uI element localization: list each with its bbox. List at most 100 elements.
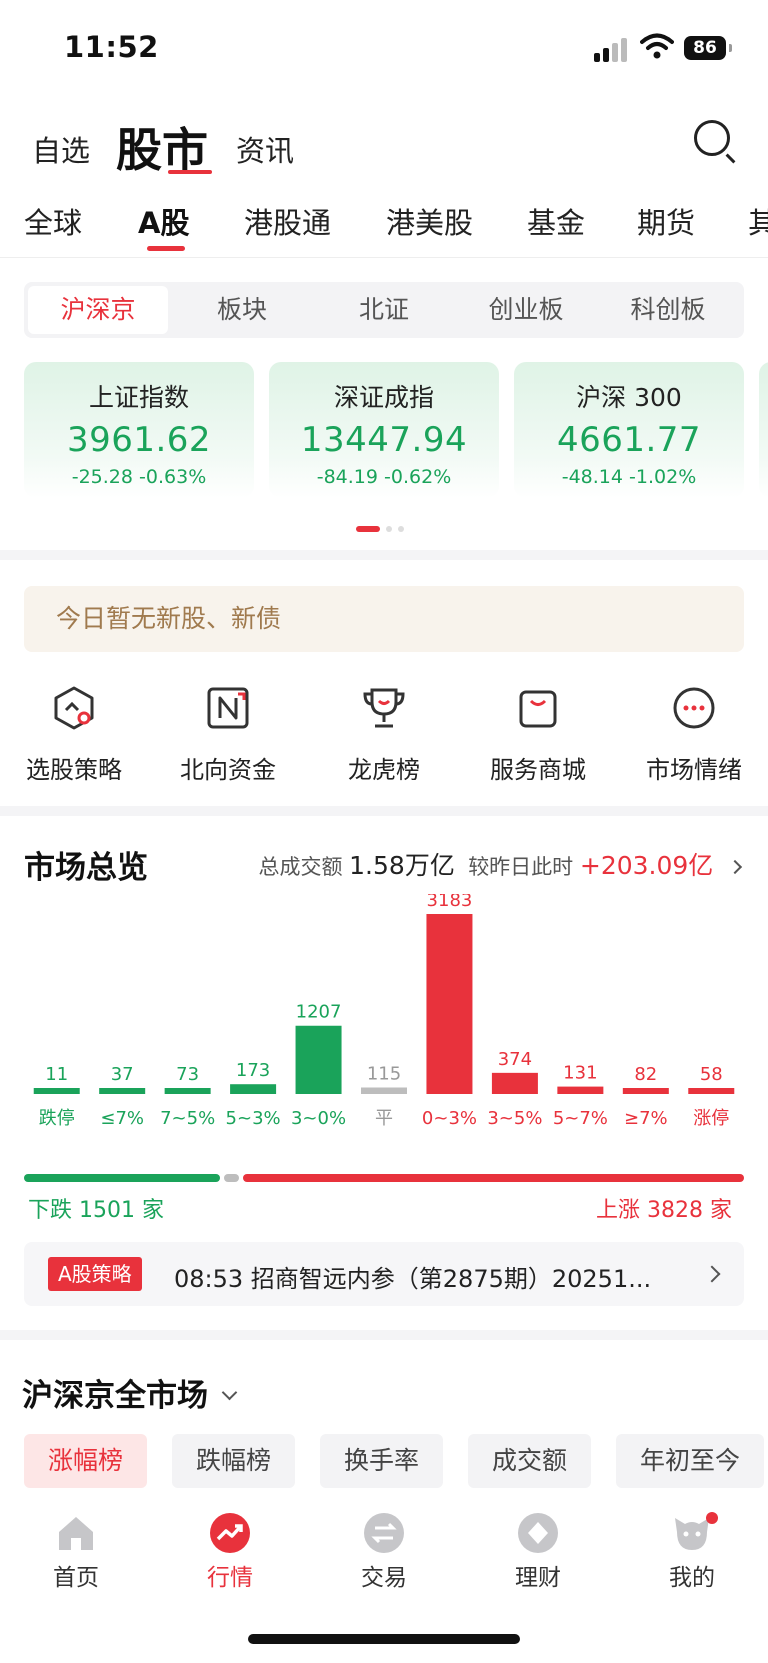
bar-category-label: 3~0% <box>291 1108 346 1129</box>
nav-wealth[interactable]: 理财 <box>478 1512 598 1592</box>
rank-tab-gainers[interactable]: 涨幅榜 <box>24 1434 148 1488</box>
more-dots-icon <box>670 684 718 732</box>
rise-count: 上涨 3828 家 <box>596 1198 732 1223</box>
nav-label: 交易 <box>361 1565 407 1591</box>
quick-northbound[interactable]: 北向资金 <box>158 684 298 785</box>
bar-value-label: 58 <box>700 1064 723 1085</box>
quick-label: 服务商城 <box>490 756 586 784</box>
tab-hk-connect[interactable]: 港股通 <box>244 206 332 240</box>
tab-funds[interactable]: 基金 <box>527 206 586 240</box>
quick-dragon-tiger[interactable]: 龙虎榜 <box>314 684 454 785</box>
turnover-summary[interactable]: 总成交额 1.58万亿 较昨日此时 +203.09亿 <box>258 846 743 882</box>
bar-8 <box>557 1086 604 1094</box>
segment-star[interactable]: 科创板 <box>630 295 706 324</box>
segment-sectors[interactable]: 板块 <box>216 295 267 324</box>
rank-tab-ytd[interactable]: 年初至今 <box>616 1434 765 1488</box>
index-value: 13447.94 <box>300 420 468 460</box>
bar-1 <box>99 1088 146 1094</box>
search-icon[interactable] <box>694 120 730 156</box>
nav-label: 理财 <box>515 1565 561 1591</box>
nav-label: 首页 <box>53 1565 99 1591</box>
chevron-right-icon <box>727 859 743 875</box>
header: 自选 股市 资讯 <box>0 110 768 177</box>
strategy-headline: 08:53 招商智远内参（第2875期）20251... <box>174 1265 652 1293</box>
strategy-badge: A股策略 <box>48 1257 142 1291</box>
index-value: 4661.77 <box>556 420 702 460</box>
index-card-partial[interactable] <box>759 362 768 498</box>
bar-6 <box>426 914 473 1094</box>
bar-category-label: 5~3% <box>226 1108 281 1129</box>
bar-value-label: 1207 <box>296 1002 342 1023</box>
index-name: 上证指数 <box>88 383 189 412</box>
index-change: -48.14 -1.02% <box>561 466 697 488</box>
breadth-bar <box>24 1174 744 1182</box>
bar-4 <box>295 1025 342 1094</box>
tab-futures[interactable]: 期货 <box>637 206 696 240</box>
market-overview-title: 市场总览 <box>24 850 148 886</box>
index-card[interactable]: 深证成指 13447.94 -84.19 -0.62% <box>269 362 499 498</box>
nav-market[interactable]: 行情 <box>170 1512 290 1592</box>
index-name: 沪深 300 <box>576 383 682 412</box>
bar-category-label: ≥7% <box>624 1108 668 1129</box>
tab-market[interactable]: 股市 <box>116 114 212 180</box>
section-divider <box>0 550 768 560</box>
bar-10 <box>688 1088 735 1094</box>
quick-service-mall[interactable]: 服务商城 <box>468 684 608 785</box>
bar-7 <box>491 1072 538 1094</box>
tab-global[interactable]: 全球 <box>24 206 83 240</box>
all-market-selector[interactable]: 沪深京全市场 <box>22 1370 238 1415</box>
quick-entries: 选股策略 北向资金 龙虎榜 服务商城 市场情绪 <box>0 684 768 794</box>
a-share-strategy-banner[interactable]: A股策略 08:53 招商智远内参（第2875期）20251... <box>24 1242 744 1306</box>
battery-icon: 86 <box>684 36 732 60</box>
market-tabs: 全球 A股 港股通 港美股 基金 期货 其 <box>0 196 768 258</box>
segment-shszbj[interactable]: 沪深京 <box>28 286 168 334</box>
trend-up-icon <box>209 1512 251 1554</box>
chevron-right-icon <box>703 1265 721 1283</box>
rank-tab-losers[interactable]: 跌幅榜 <box>172 1434 296 1488</box>
nav-mine[interactable]: 我的 <box>632 1512 752 1592</box>
tab-watchlist[interactable]: 自选 <box>32 134 91 168</box>
quick-stock-picker[interactable]: 选股策略 <box>4 684 144 785</box>
chevron-down-icon <box>221 1384 238 1401</box>
home-icon <box>55 1512 97 1554</box>
fall-count: 下跌 1501 家 <box>28 1198 164 1223</box>
nav-label: 我的 <box>669 1565 715 1591</box>
rank-tab-turnover-rate[interactable]: 换手率 <box>320 1434 444 1488</box>
breadth-flat-segment <box>224 1174 240 1182</box>
active-tab-indicator <box>147 246 185 251</box>
tab-other[interactable]: 其 <box>748 200 768 242</box>
tab-a-shares[interactable]: A股 <box>138 206 190 240</box>
nav-label: 行情 <box>207 1565 253 1591</box>
carousel-dots <box>356 518 410 537</box>
bar-value-label: 115 <box>367 1063 401 1084</box>
bar-category-label: 跌停 <box>39 1108 75 1129</box>
section-divider <box>0 1330 768 1340</box>
quick-label: 龙虎榜 <box>348 756 420 784</box>
tab-news[interactable]: 资讯 <box>236 134 295 168</box>
quick-label: 选股策略 <box>26 756 122 784</box>
bar-value-label: 11 <box>45 1064 68 1085</box>
bar-5 <box>361 1087 407 1094</box>
bar-category-label: 涨停 <box>693 1108 729 1129</box>
shopping-bag-icon <box>514 684 562 732</box>
quick-label: 市场情绪 <box>646 756 742 784</box>
bar-value-label: 374 <box>498 1049 532 1070</box>
index-card[interactable]: 上证指数 3961.62 -25.28 -0.63% <box>24 362 254 498</box>
up-down-distribution-chart: 11 跌停 37 ≤7% 73 7~5% 173 5~3% 1207 3~0% 115 平 3183 0~… <box>33 894 735 1129</box>
nav-home[interactable]: 首页 <box>16 1512 136 1592</box>
bar-category-label: 0~3% <box>422 1108 477 1129</box>
home-indicator <box>248 1634 520 1644</box>
exchange-segment: 沪深京 板块 北证 创业板 科创板 <box>24 282 744 338</box>
quick-market-sentiment[interactable]: 市场情绪 <box>624 684 764 785</box>
new-issue-notice[interactable]: 今日暂无新股、新债 <box>24 586 744 652</box>
index-card[interactable]: 沪深 300 4661.77 -48.14 -1.02% <box>514 362 744 498</box>
profile-mascot-icon <box>671 1512 718 1554</box>
bar-category-label: 平 <box>375 1108 393 1129</box>
tab-hk-us[interactable]: 港美股 <box>386 206 474 240</box>
rank-tab-volume[interactable]: 成交额 <box>468 1434 592 1488</box>
status-bar: 11:52 86 <box>0 0 768 90</box>
segment-chinext[interactable]: 创业板 <box>488 295 564 324</box>
segment-beijing[interactable]: 北证 <box>358 295 409 324</box>
section-divider <box>0 806 768 816</box>
nav-trade[interactable]: 交易 <box>324 1512 444 1592</box>
